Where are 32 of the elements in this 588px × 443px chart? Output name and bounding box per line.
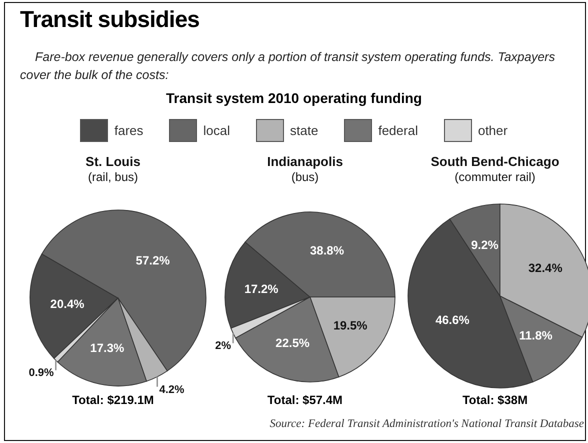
- data-label: 4.2%: [159, 384, 185, 396]
- text: St. Louis: [84, 154, 142, 169]
- chart-title: Indianapolis: [266, 154, 344, 169]
- data-label: 57.2%: [136, 254, 170, 268]
- data-label: 32.4%: [528, 260, 563, 275]
- text: Total: $57.4M: [266, 393, 344, 407]
- data-label: 38.8%: [310, 244, 344, 258]
- source-note: Source: Federal Transit Administration's National Transit Database: [270, 418, 584, 430]
- text: Total: $38M: [461, 393, 529, 407]
- text: Fare-box revenue generally covers only a portion of transit system operating funds. Taxpayers cover the bulk of the costs:: [20, 49, 556, 84]
- legend-label: state: [290, 123, 318, 138]
- chart-subtitle: (bus): [290, 170, 320, 184]
- chart-subtitle: (commuter rail): [454, 170, 536, 184]
- legend-label: local: [203, 123, 230, 138]
- data-label: 9.2%: [471, 238, 499, 252]
- legend-label: other: [478, 123, 508, 138]
- data-label: 22.5%: [276, 336, 310, 350]
- text: Transit subsidies: [20, 6, 200, 33]
- data-label: 17.2%: [244, 282, 279, 296]
- legend-label: federal: [378, 123, 418, 138]
- legend-label: fares: [114, 123, 144, 138]
- data-label: 46.6%: [435, 313, 470, 328]
- data-label: 17.3%: [90, 340, 125, 355]
- text: Transit system 2010 operating funding: [165, 90, 423, 106]
- chart-title: South Bend-Chicago: [430, 154, 560, 169]
- data-label: 0.9%: [28, 367, 54, 380]
- data-label: 19.5%: [333, 318, 368, 332]
- data-label: 20.4%: [50, 296, 85, 311]
- text: Total: $219.1M: [72, 393, 154, 407]
- text: (rail, bus): [86, 170, 139, 184]
- data-label: 11.8%: [519, 328, 553, 343]
- data-label: 2%: [215, 340, 232, 352]
